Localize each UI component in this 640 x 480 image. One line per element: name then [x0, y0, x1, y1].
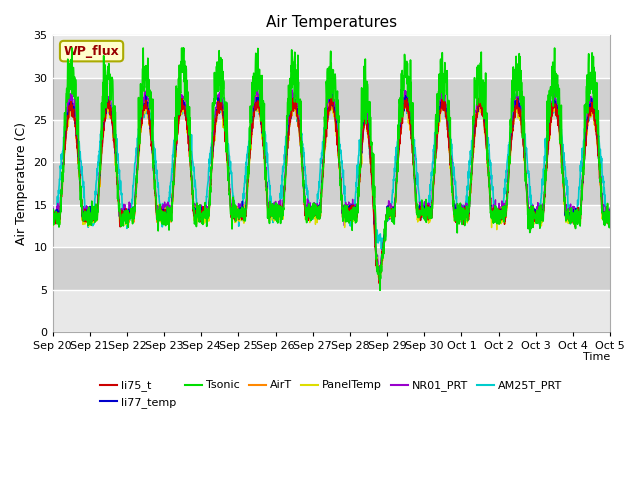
Bar: [52, 78, 610, 120]
Legend: li75_t, li77_temp, Tsonic, AirT, PanelTemp, NR01_PRT, AM25T_PRT: li75_t, li77_temp, Tsonic, AirT, PanelTe…: [95, 376, 567, 412]
Bar: [52, 120, 610, 162]
Bar: [52, 162, 610, 205]
Title: Air Temperatures: Air Temperatures: [266, 15, 397, 30]
Bar: [52, 36, 610, 78]
Y-axis label: Air Temperature (C): Air Temperature (C): [15, 122, 28, 245]
Bar: [52, 289, 610, 332]
Bar: [52, 247, 610, 289]
Bar: [52, 205, 610, 247]
Text: WP_flux: WP_flux: [64, 45, 120, 58]
X-axis label: Time: Time: [583, 352, 610, 362]
